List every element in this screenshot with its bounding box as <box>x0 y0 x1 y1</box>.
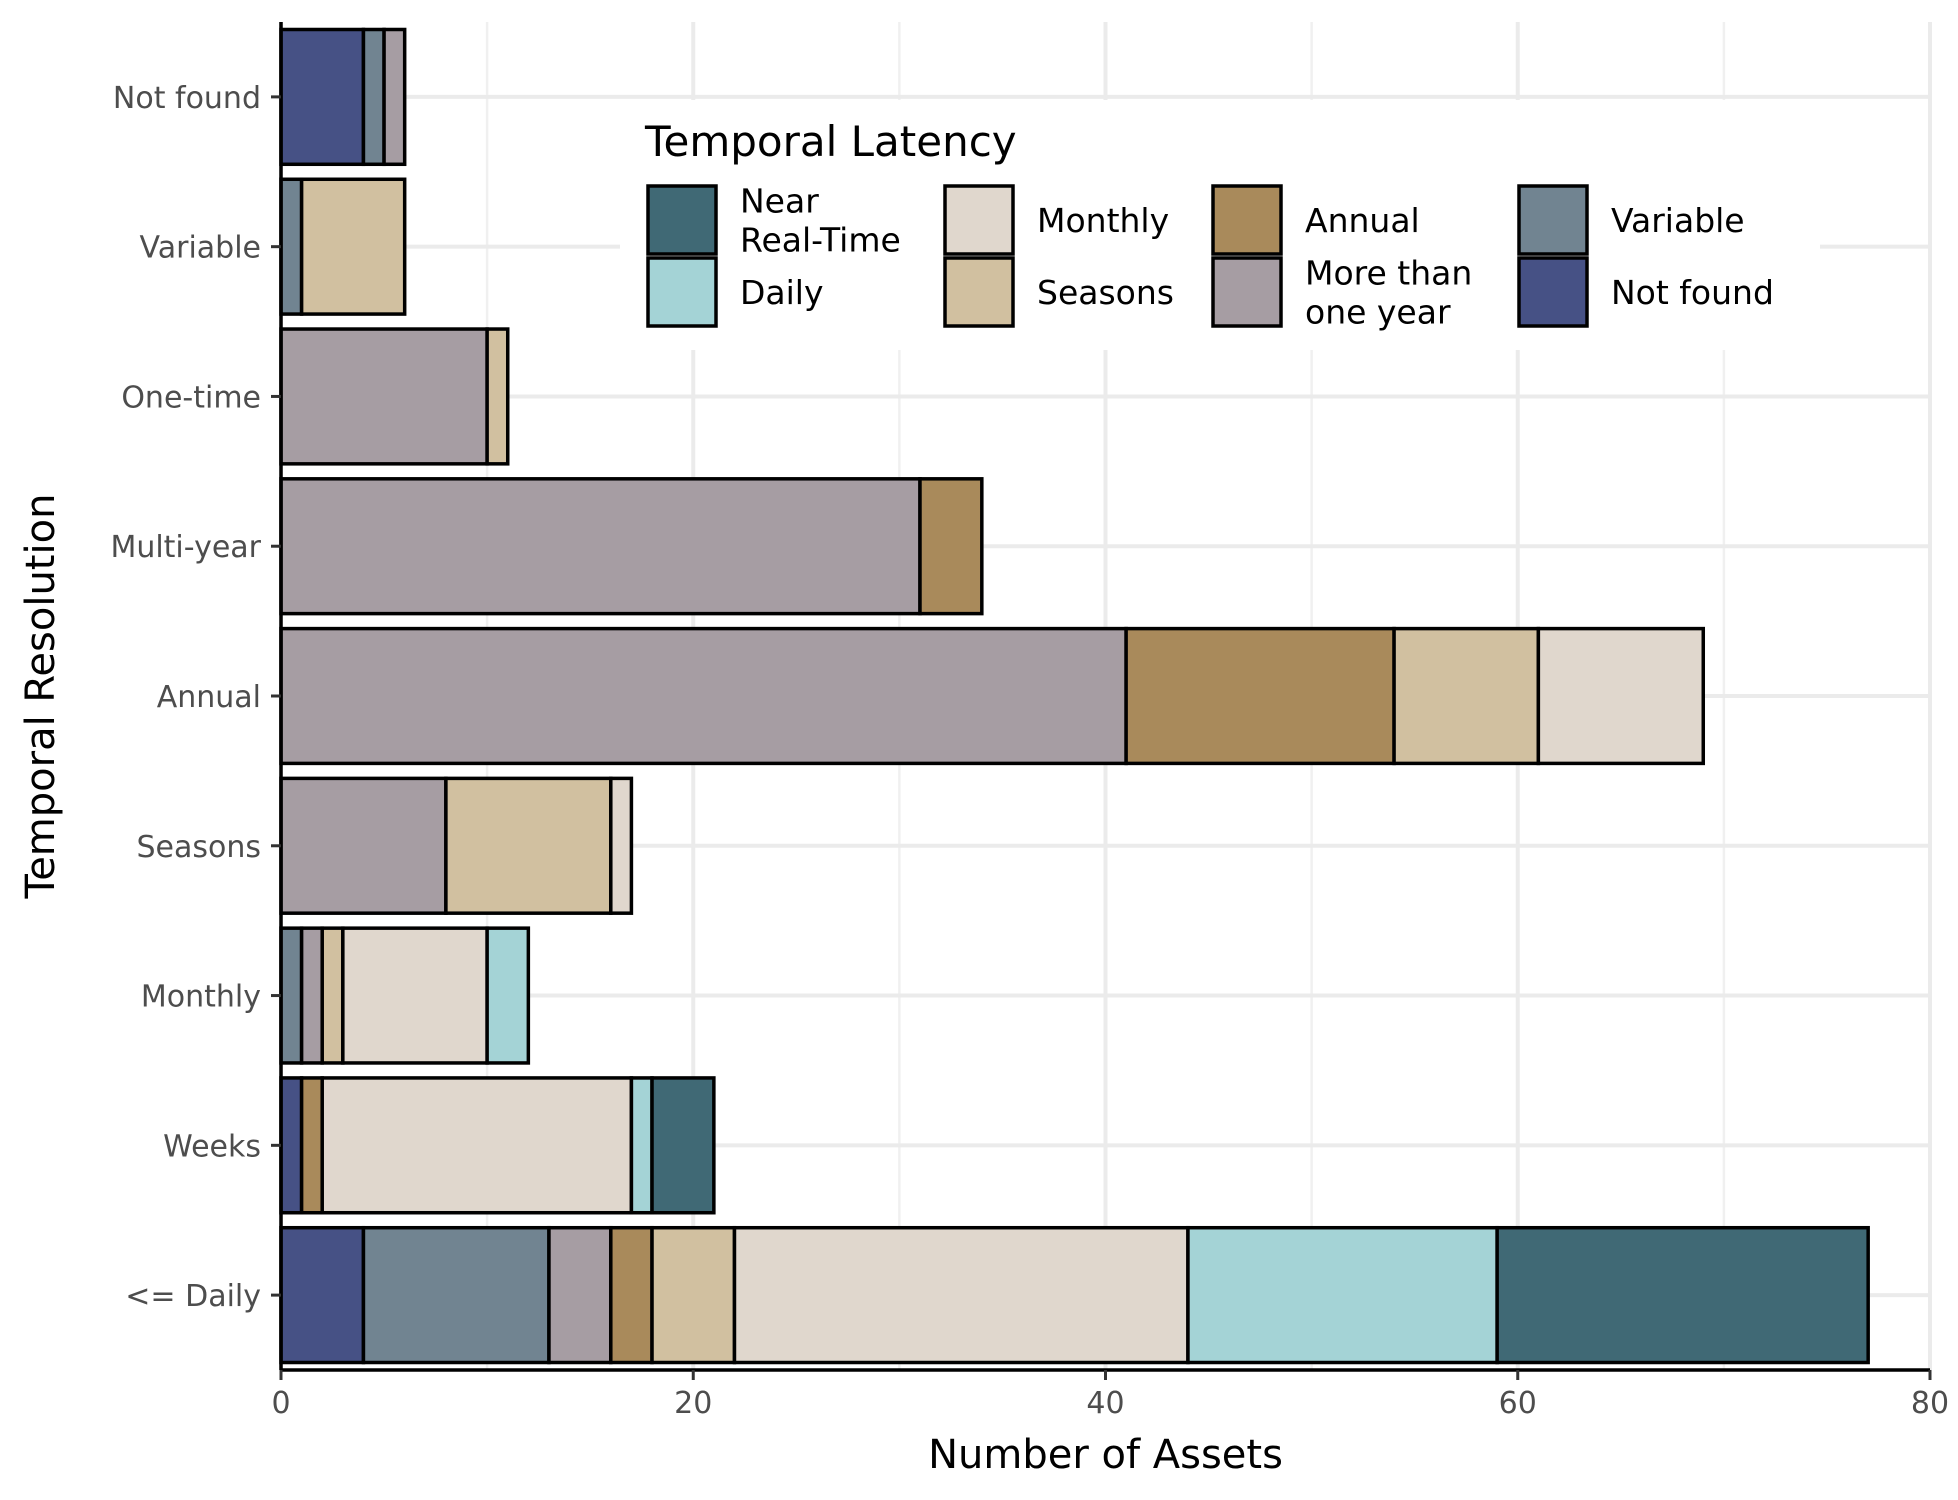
bar-segment <box>361 27 386 167</box>
bar-segment <box>279 327 489 466</box>
x-tick-label: 40 <box>1086 1386 1124 1421</box>
bar-segment <box>382 27 407 167</box>
bar-segment <box>547 1225 613 1365</box>
bar-segment <box>918 477 984 616</box>
bar-segment <box>279 926 304 1065</box>
y-tick-label: Variable <box>140 231 261 266</box>
legend-item: Monthly <box>943 184 1169 256</box>
bar-segment <box>299 177 407 316</box>
bar-segment <box>609 1225 654 1365</box>
legend-key <box>943 256 1015 328</box>
bar-segment <box>279 626 1128 766</box>
y-tick-label: Weeks <box>163 1129 261 1164</box>
bar-segment <box>485 926 531 1065</box>
y-tick-label: Annual <box>157 680 261 715</box>
bar-segment <box>279 776 448 915</box>
y-tick-label: <= Daily <box>125 1279 261 1314</box>
bar-segment <box>361 1225 551 1365</box>
legend-item: Variable <box>1517 184 1745 256</box>
legend-item: Daily <box>646 256 824 328</box>
y-tick-label: One-time <box>121 380 261 415</box>
bar-segment <box>609 776 634 915</box>
axes: <= Daily Weeks Monthly Seasons Annual Multi-y… <box>110 22 1949 1421</box>
legend-label: Not found <box>1611 273 1774 312</box>
legend-label: Annual <box>1305 201 1420 240</box>
legend-item: Near Real-Time <box>646 182 901 260</box>
legend-label: More than one year <box>1305 254 1472 332</box>
legend-item: Annual <box>1211 184 1420 256</box>
legend: Temporal Latency Near Real-Time Daily Month… <box>620 100 1820 350</box>
legend-key <box>646 256 718 328</box>
bars <box>279 27 1870 1365</box>
bar-segment <box>485 327 510 466</box>
bar-segment <box>1495 1225 1870 1365</box>
y-tick-label: Seasons <box>136 830 261 865</box>
legend-label: Variable <box>1611 201 1745 240</box>
bar-segment <box>1536 626 1706 766</box>
legend-key <box>646 184 718 256</box>
legend-item: Not found <box>1517 256 1774 328</box>
legend-key <box>943 184 1015 256</box>
x-axis-title: Number of Assets <box>928 1432 1283 1478</box>
bar-segment <box>279 27 366 167</box>
y-axis-title: Temporal Resolution <box>18 494 64 900</box>
bar-segment <box>732 1225 1190 1365</box>
bar-segment <box>629 1076 654 1215</box>
x-tick-label: 60 <box>1499 1386 1537 1421</box>
bar-segment <box>444 776 613 915</box>
legend-key <box>1517 256 1589 328</box>
legend-label: Daily <box>740 273 824 312</box>
bar-segment <box>320 1076 634 1215</box>
bar-segment <box>650 1225 737 1365</box>
legend-label: Near Real-Time <box>740 182 901 260</box>
bar-segment <box>299 926 324 1065</box>
x-tick-label: 80 <box>1911 1386 1949 1421</box>
bar-segment <box>279 177 304 316</box>
legend-title: Temporal Latency <box>644 117 1017 166</box>
x-tick-label: 20 <box>674 1386 712 1421</box>
bar-segment <box>279 1225 366 1365</box>
bar-segment <box>299 1076 324 1215</box>
bar-segment <box>1392 626 1541 766</box>
legend-label: Monthly <box>1037 201 1169 240</box>
legend-item: More than one year <box>1211 254 1472 332</box>
bar-segment <box>341 926 489 1065</box>
legend-key <box>1211 184 1283 256</box>
y-tick-label: Not found <box>113 81 261 116</box>
bar-segment <box>1124 626 1396 766</box>
bar-segment <box>650 1076 716 1215</box>
bar-segment <box>279 1076 304 1215</box>
y-tick-label: Multi-year <box>110 530 261 565</box>
legend-item: Seasons <box>943 256 1174 328</box>
bar-segment <box>1186 1225 1499 1365</box>
y-tick-label: Monthly <box>141 980 261 1015</box>
legend-label: Seasons <box>1037 273 1174 312</box>
x-tick-label: 0 <box>271 1386 290 1421</box>
legend-key <box>1517 184 1589 256</box>
bar-segment <box>320 926 345 1065</box>
bar-segment <box>279 477 922 616</box>
legend-key <box>1211 256 1283 328</box>
